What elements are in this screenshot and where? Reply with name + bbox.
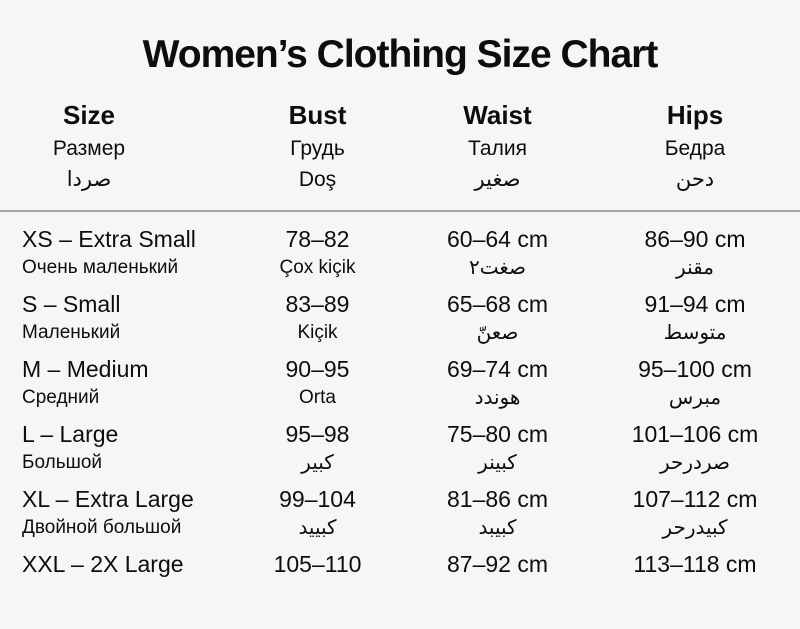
waist-value: 87–92 cm [446, 551, 548, 577]
size-label: XS – Extra Small [22, 226, 196, 252]
waist-value: 69–74 cm [446, 356, 548, 382]
header-size-en: Size [62, 100, 116, 130]
cell-hips: 113–118 cm [590, 550, 800, 615]
table-row: M – Medium Средний 90–95 Orta 69–74 cm ه… [0, 355, 800, 420]
cell-hips: 91–94 cm متوسط [590, 290, 800, 355]
hips-value: 86–90 cm [644, 226, 746, 252]
cell-size: XS – Extra Small Очень маленький [0, 225, 230, 290]
cell-hips: 101–106 cm صردرحر [590, 420, 800, 485]
cell-hips: 86–90 cm مقنر [590, 225, 800, 290]
header-hips-en: Hips [666, 100, 724, 130]
bust-translation: Orta [299, 387, 336, 408]
cell-hips: 95–100 cm مبرس [590, 355, 800, 420]
header-bust-en: Bust [288, 100, 347, 130]
cell-size: L – Large Большой [0, 420, 230, 485]
hips-translation: صردرحر [660, 452, 730, 474]
hips-translation: متوسط [663, 322, 727, 344]
hips-translation: مبرس [668, 387, 722, 409]
bust-translation: Kiçik [297, 322, 338, 343]
size-translation: Большой [22, 452, 103, 473]
cell-waist: 65–68 cm صعنّ [405, 290, 590, 355]
bust-translation: كبير [301, 452, 334, 474]
cell-size: M – Medium Средний [0, 355, 230, 420]
cell-waist: 69–74 cm هوندد [405, 355, 590, 420]
cell-waist: 60–64 cm صغت٢ [405, 225, 590, 290]
page-title: Women’s Clothing Size Chart [142, 33, 659, 76]
cell-hips: 107–112 cm كبيدرحر [590, 485, 800, 550]
header-waist-third: صغير [474, 168, 521, 191]
cell-waist: 81–86 cm كبيبد [405, 485, 590, 550]
header-size: Size Размер صردا [0, 100, 230, 195]
waist-translation: صغت٢ [468, 257, 527, 279]
header-waist-ru: Талия [468, 137, 527, 160]
size-label: L – Large [22, 421, 119, 447]
size-label: XL – Extra Large [22, 486, 194, 512]
bust-value: 95–98 [285, 421, 350, 447]
waist-translation: كبينر [478, 452, 517, 474]
size-translation: Очень маленький [22, 257, 179, 278]
table-row: XL – Extra Large Двойной большой 99–104 … [0, 485, 800, 550]
hips-value: 113–118 cm [633, 551, 757, 577]
cell-waist: 87–92 cm [405, 550, 590, 615]
table-body: XS – Extra Small Очень маленький 78–82 Ç… [0, 212, 800, 615]
waist-value: 65–68 cm [446, 291, 548, 317]
table-row: XXL – 2X Large 105–110 87–92 cm 113–118 … [0, 550, 800, 615]
size-translation: Двойной большой [22, 517, 182, 538]
size-translation: Средний [22, 387, 100, 408]
waist-value: 75–80 cm [446, 421, 548, 447]
header-size-ru: Размер [52, 137, 126, 160]
header-hips: Hips Бедра دحن [590, 100, 800, 195]
waist-translation: هوندد [474, 387, 521, 409]
size-label: XXL – 2X Large [22, 551, 184, 577]
size-label: M – Medium [22, 356, 149, 382]
table-header: Size Размер صردا Bust Грудь Doş Waist Та… [0, 100, 800, 195]
bust-value: 99–104 [279, 486, 356, 512]
cell-size: XXL – 2X Large [0, 550, 230, 615]
cell-bust: 78–82 Çox kiçik [230, 225, 405, 290]
bust-translation: كبييد [298, 517, 337, 539]
cell-size: S – Small Маленький [0, 290, 230, 355]
header-waist-en: Waist [463, 100, 532, 130]
header-hips-ru: Бедра [664, 137, 726, 160]
hips-translation: كبيدرحر [662, 517, 728, 539]
header-bust-ru: Грудь [290, 137, 345, 160]
bust-translation: Çox kiçik [279, 257, 356, 278]
header-size-third: صردا [66, 168, 112, 191]
waist-translation: صعنّ [476, 322, 519, 344]
cell-bust: 90–95 Orta [230, 355, 405, 420]
cell-waist: 75–80 cm كبينر [405, 420, 590, 485]
cell-size: XL – Extra Large Двойной большой [0, 485, 230, 550]
hips-value: 107–112 cm [632, 486, 758, 512]
bust-value: 90–95 [285, 356, 350, 382]
cell-bust: 83–89 Kiçik [230, 290, 405, 355]
table-row: XS – Extra Small Очень маленький 78–82 Ç… [0, 225, 800, 290]
hips-value: 91–94 cm [644, 291, 746, 317]
waist-value: 81–86 cm [446, 486, 548, 512]
hips-value: 101–106 cm [631, 421, 759, 447]
header-hips-third: دحن [675, 168, 715, 191]
hips-value: 95–100 cm [638, 356, 752, 382]
cell-bust: 105–110 [230, 550, 405, 615]
bust-value: 78–82 [285, 226, 350, 252]
size-translation: Маленький [22, 322, 121, 343]
cell-bust: 99–104 كبييد [230, 485, 405, 550]
waist-translation: كبيبد [478, 517, 517, 539]
hips-translation: مقنر [676, 257, 714, 279]
header-bust: Bust Грудь Doş [230, 100, 405, 195]
table-row: L – Large Большой 95–98 كبير 75–80 cm كب… [0, 420, 800, 485]
bust-value: 83–89 [285, 291, 350, 317]
size-chart-page: Women’s Clothing Size Chart Size Размер … [0, 30, 800, 629]
waist-value: 60–64 cm [446, 226, 548, 252]
header-bust-third: Doş [298, 168, 337, 191]
header-divider [0, 210, 800, 212]
table-row: S – Small Маленький 83–89 Kiçik 65–68 cm… [0, 290, 800, 355]
header-waist: Waist Талия صغير [405, 100, 590, 195]
size-label: S – Small [22, 291, 121, 317]
bust-value: 105–110 [273, 551, 362, 577]
cell-bust: 95–98 كبير [230, 420, 405, 485]
